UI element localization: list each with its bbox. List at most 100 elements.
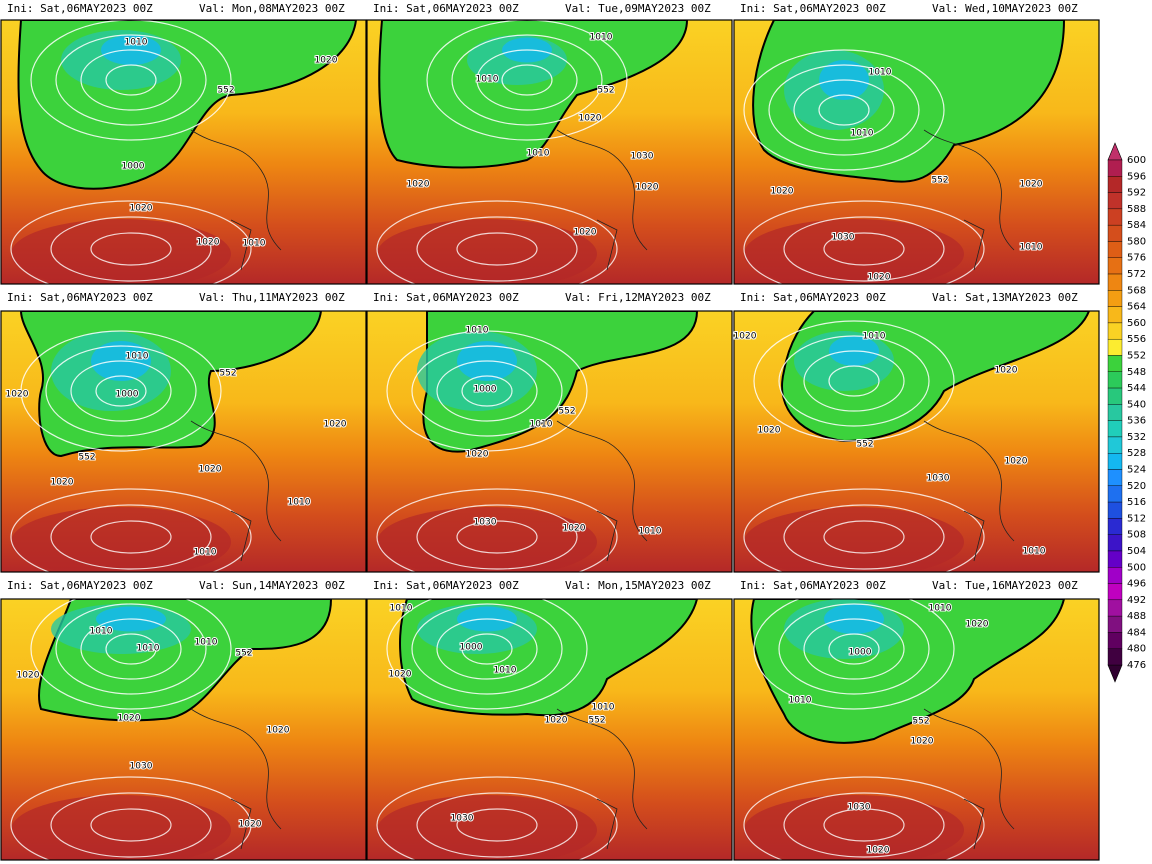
isobar xyxy=(95,375,147,407)
colorbar-label: 564 xyxy=(1127,302,1146,313)
colorbar-label: 568 xyxy=(1127,285,1146,296)
colorbar-label: 584 xyxy=(1127,220,1146,231)
colorbar-label: 528 xyxy=(1127,448,1146,459)
contour-label: 1030 xyxy=(631,152,654,162)
colorbar-label: 548 xyxy=(1127,367,1146,378)
colorbar-swatch xyxy=(1107,485,1123,503)
isobar xyxy=(783,792,945,858)
isobar xyxy=(80,49,182,111)
colorbar-label: 488 xyxy=(1127,611,1146,622)
isobar xyxy=(778,335,930,427)
contour-label: 1010 xyxy=(137,644,160,654)
colorbar-label: 536 xyxy=(1127,416,1146,427)
isobar xyxy=(501,64,553,96)
map-panel xyxy=(1,20,366,284)
colorbar-swatch xyxy=(1107,257,1123,275)
colorbar-label: 492 xyxy=(1127,595,1146,606)
isobar xyxy=(743,200,985,284)
isobar xyxy=(376,488,618,572)
isobar xyxy=(436,618,538,680)
colorbar-label: 532 xyxy=(1127,432,1146,443)
isobar xyxy=(90,232,172,266)
trough xyxy=(743,311,1091,572)
contour-label: 1030 xyxy=(927,474,950,484)
colorbar-swatch xyxy=(1107,224,1123,242)
trough xyxy=(376,599,699,860)
contour-label: 1020 xyxy=(579,114,602,124)
colorbar-swatch xyxy=(1107,273,1123,291)
contour-label: 1020 xyxy=(6,390,29,400)
colorbar-label: 476 xyxy=(1127,660,1146,671)
panel-valid-time: Val: Fri,12MAY2023 00Z xyxy=(565,291,711,304)
colorbar-swatch xyxy=(1107,387,1123,405)
panel-valid-time: Val: Mon,15MAY2023 00Z xyxy=(565,579,711,592)
contour-label: 1020 xyxy=(197,238,220,248)
contour-label: 1010 xyxy=(195,638,218,648)
contour-label: 1020 xyxy=(966,620,989,630)
contour-label: 1020 xyxy=(995,366,1018,376)
panel-init-time: Ini: Sat,06MAY2023 00Z xyxy=(373,579,519,592)
colorbar-label: 520 xyxy=(1127,481,1146,492)
contour-label: 1020 xyxy=(118,714,141,724)
contour-label: 1000 xyxy=(474,385,497,395)
trough xyxy=(10,311,323,572)
warm-core xyxy=(744,219,964,284)
contour-label: 1030 xyxy=(848,803,871,813)
panel-init-time: Ini: Sat,06MAY2023 00Z xyxy=(7,291,153,304)
trough xyxy=(10,20,358,284)
isobar xyxy=(386,330,588,452)
colorbar-swatch xyxy=(1107,371,1123,389)
colorbar-swatch xyxy=(1107,355,1123,372)
contour-label: 1020 xyxy=(758,426,781,436)
contour-label: 1030 xyxy=(130,762,153,772)
colorbar-swatch xyxy=(1107,469,1123,487)
isobar xyxy=(30,20,232,141)
isobar xyxy=(778,603,930,695)
panel-init-time: Ini: Sat,06MAY2023 00Z xyxy=(373,291,519,304)
isobar xyxy=(753,320,955,442)
contour-label: 1020 xyxy=(636,183,659,193)
contour-label: 1010 xyxy=(90,627,113,637)
panel-valid-time: Val: Tue,16MAY2023 00Z xyxy=(932,579,1078,592)
colorbar-swatch xyxy=(1107,176,1123,193)
coastline xyxy=(190,420,282,562)
colorbar-label: 496 xyxy=(1127,579,1146,590)
colorbar-swatch xyxy=(1107,599,1123,617)
colorbar-label: 588 xyxy=(1127,204,1146,215)
contour-label: 1010 xyxy=(863,332,886,342)
contour-label: 1010 xyxy=(590,33,613,43)
contour-label: 1010 xyxy=(639,527,662,537)
colorbar-label: 556 xyxy=(1127,334,1146,345)
map-panel xyxy=(367,599,732,860)
isobar xyxy=(426,20,628,141)
colorbar-swatch xyxy=(1107,615,1123,633)
colorbar-swatch xyxy=(1107,322,1123,340)
panel-init-time: Ini: Sat,06MAY2023 00Z xyxy=(7,2,153,15)
panel-init-time: Ini: Sat,06MAY2023 00Z xyxy=(373,2,519,15)
contour-label: 552 xyxy=(912,717,929,727)
isobar xyxy=(55,603,207,695)
map-frame xyxy=(0,598,367,861)
panel-init-time: Ini: Sat,06MAY2023 00Z xyxy=(7,579,153,592)
isobar xyxy=(55,34,207,126)
contour-label: 1020 xyxy=(130,204,153,214)
contour-label: 1010 xyxy=(288,498,311,508)
contour-label: 1010 xyxy=(194,548,217,558)
colorbar-label: 544 xyxy=(1127,383,1146,394)
contour-label: 1010 xyxy=(494,666,517,676)
colorbar-label: 576 xyxy=(1127,253,1146,264)
map-panel xyxy=(734,599,1099,860)
isobar xyxy=(376,200,618,284)
colorbar-top-arrow xyxy=(1107,142,1123,161)
colorbar-swatch xyxy=(1107,241,1123,258)
isobar xyxy=(10,776,252,860)
trough xyxy=(743,20,1066,284)
colorbar-swatch xyxy=(1107,192,1123,210)
isobar xyxy=(50,216,212,282)
colorbar-bottom-arrow xyxy=(1107,664,1123,683)
coastline xyxy=(923,420,1015,562)
map-panel xyxy=(367,311,732,572)
contour-label: 1020 xyxy=(734,332,757,342)
contour-label: 1010 xyxy=(869,68,892,78)
